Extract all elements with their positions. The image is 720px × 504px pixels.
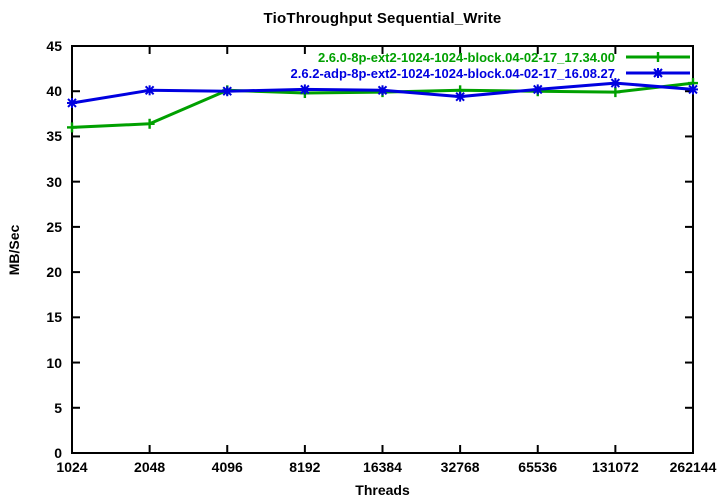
- marker-stroke: [144, 85, 155, 96]
- plus-marker: [653, 52, 663, 62]
- x-tick-label: 16384: [363, 459, 402, 475]
- asterisk-marker: [144, 85, 155, 96]
- legend-entry: 2.6.2-adp-8p-ext2-1024-1024-block.04-02-…: [291, 65, 690, 81]
- x-tick-label: 131072: [592, 459, 639, 475]
- marker-stroke: [455, 91, 465, 102]
- asterisk-marker: [222, 86, 233, 97]
- x-tick-label: 32768: [440, 459, 480, 475]
- plus-marker: [144, 118, 155, 129]
- plus-marker: [610, 87, 621, 98]
- plus-marker: [67, 122, 77, 133]
- legend-sample: [626, 68, 690, 78]
- y-tick-label: 40: [46, 83, 62, 100]
- x-axis-label: Threads: [355, 482, 410, 498]
- y-tick-label: 20: [46, 264, 62, 281]
- asterisk-marker: [455, 91, 466, 102]
- marker-stroke: [222, 86, 232, 96]
- x-tick-label: 4096: [211, 459, 243, 475]
- y-tick-label: 30: [46, 173, 62, 190]
- asterisk-marker: [532, 84, 543, 95]
- legend-label: 2.6.2-adp-8p-ext2-1024-1024-block.04-02-…: [290, 65, 615, 81]
- x-tick-label: 1024: [56, 459, 88, 475]
- x-tick-label: 2048: [134, 459, 166, 475]
- legend-label: 2.6.0-8p-ext2-1024-1024-block.04-02-17_1…: [317, 49, 615, 65]
- y-tick-label: 45: [46, 38, 62, 54]
- marker-stroke: [653, 68, 663, 78]
- chart-title: TioThroughput Sequential_Write: [263, 10, 502, 27]
- legend-sample: [626, 52, 690, 62]
- asterisk-marker: [299, 84, 310, 95]
- x-tick-label: 8192: [289, 459, 321, 475]
- asterisk-marker: [653, 68, 663, 78]
- marker-stroke: [610, 78, 621, 88]
- asterisk-marker: [377, 85, 388, 96]
- marker-stroke: [300, 84, 310, 95]
- y-tick-label: 5: [54, 399, 62, 416]
- asterisk-marker: [610, 78, 621, 89]
- y-tick-label: 0: [54, 445, 62, 461]
- y-tick-label: 15: [46, 309, 62, 326]
- marker-stroke: [67, 98, 77, 108]
- legend-entry: 2.6.0-8p-ext2-1024-1024-block.04-02-17_1…: [318, 49, 690, 65]
- marker-stroke: [533, 84, 543, 95]
- plot-border: [71, 45, 694, 454]
- marker-stroke: [688, 84, 698, 95]
- x-tick-label: 65536: [518, 459, 558, 475]
- y-tick-label: 10: [46, 354, 62, 371]
- marker-stroke: [377, 85, 388, 96]
- y-tick-label: 25: [46, 218, 62, 235]
- asterisk-marker: [67, 97, 77, 108]
- x-tick-label: 262144: [669, 459, 717, 475]
- asterisk-marker: [688, 84, 698, 95]
- y-tick-label: 35: [46, 128, 62, 145]
